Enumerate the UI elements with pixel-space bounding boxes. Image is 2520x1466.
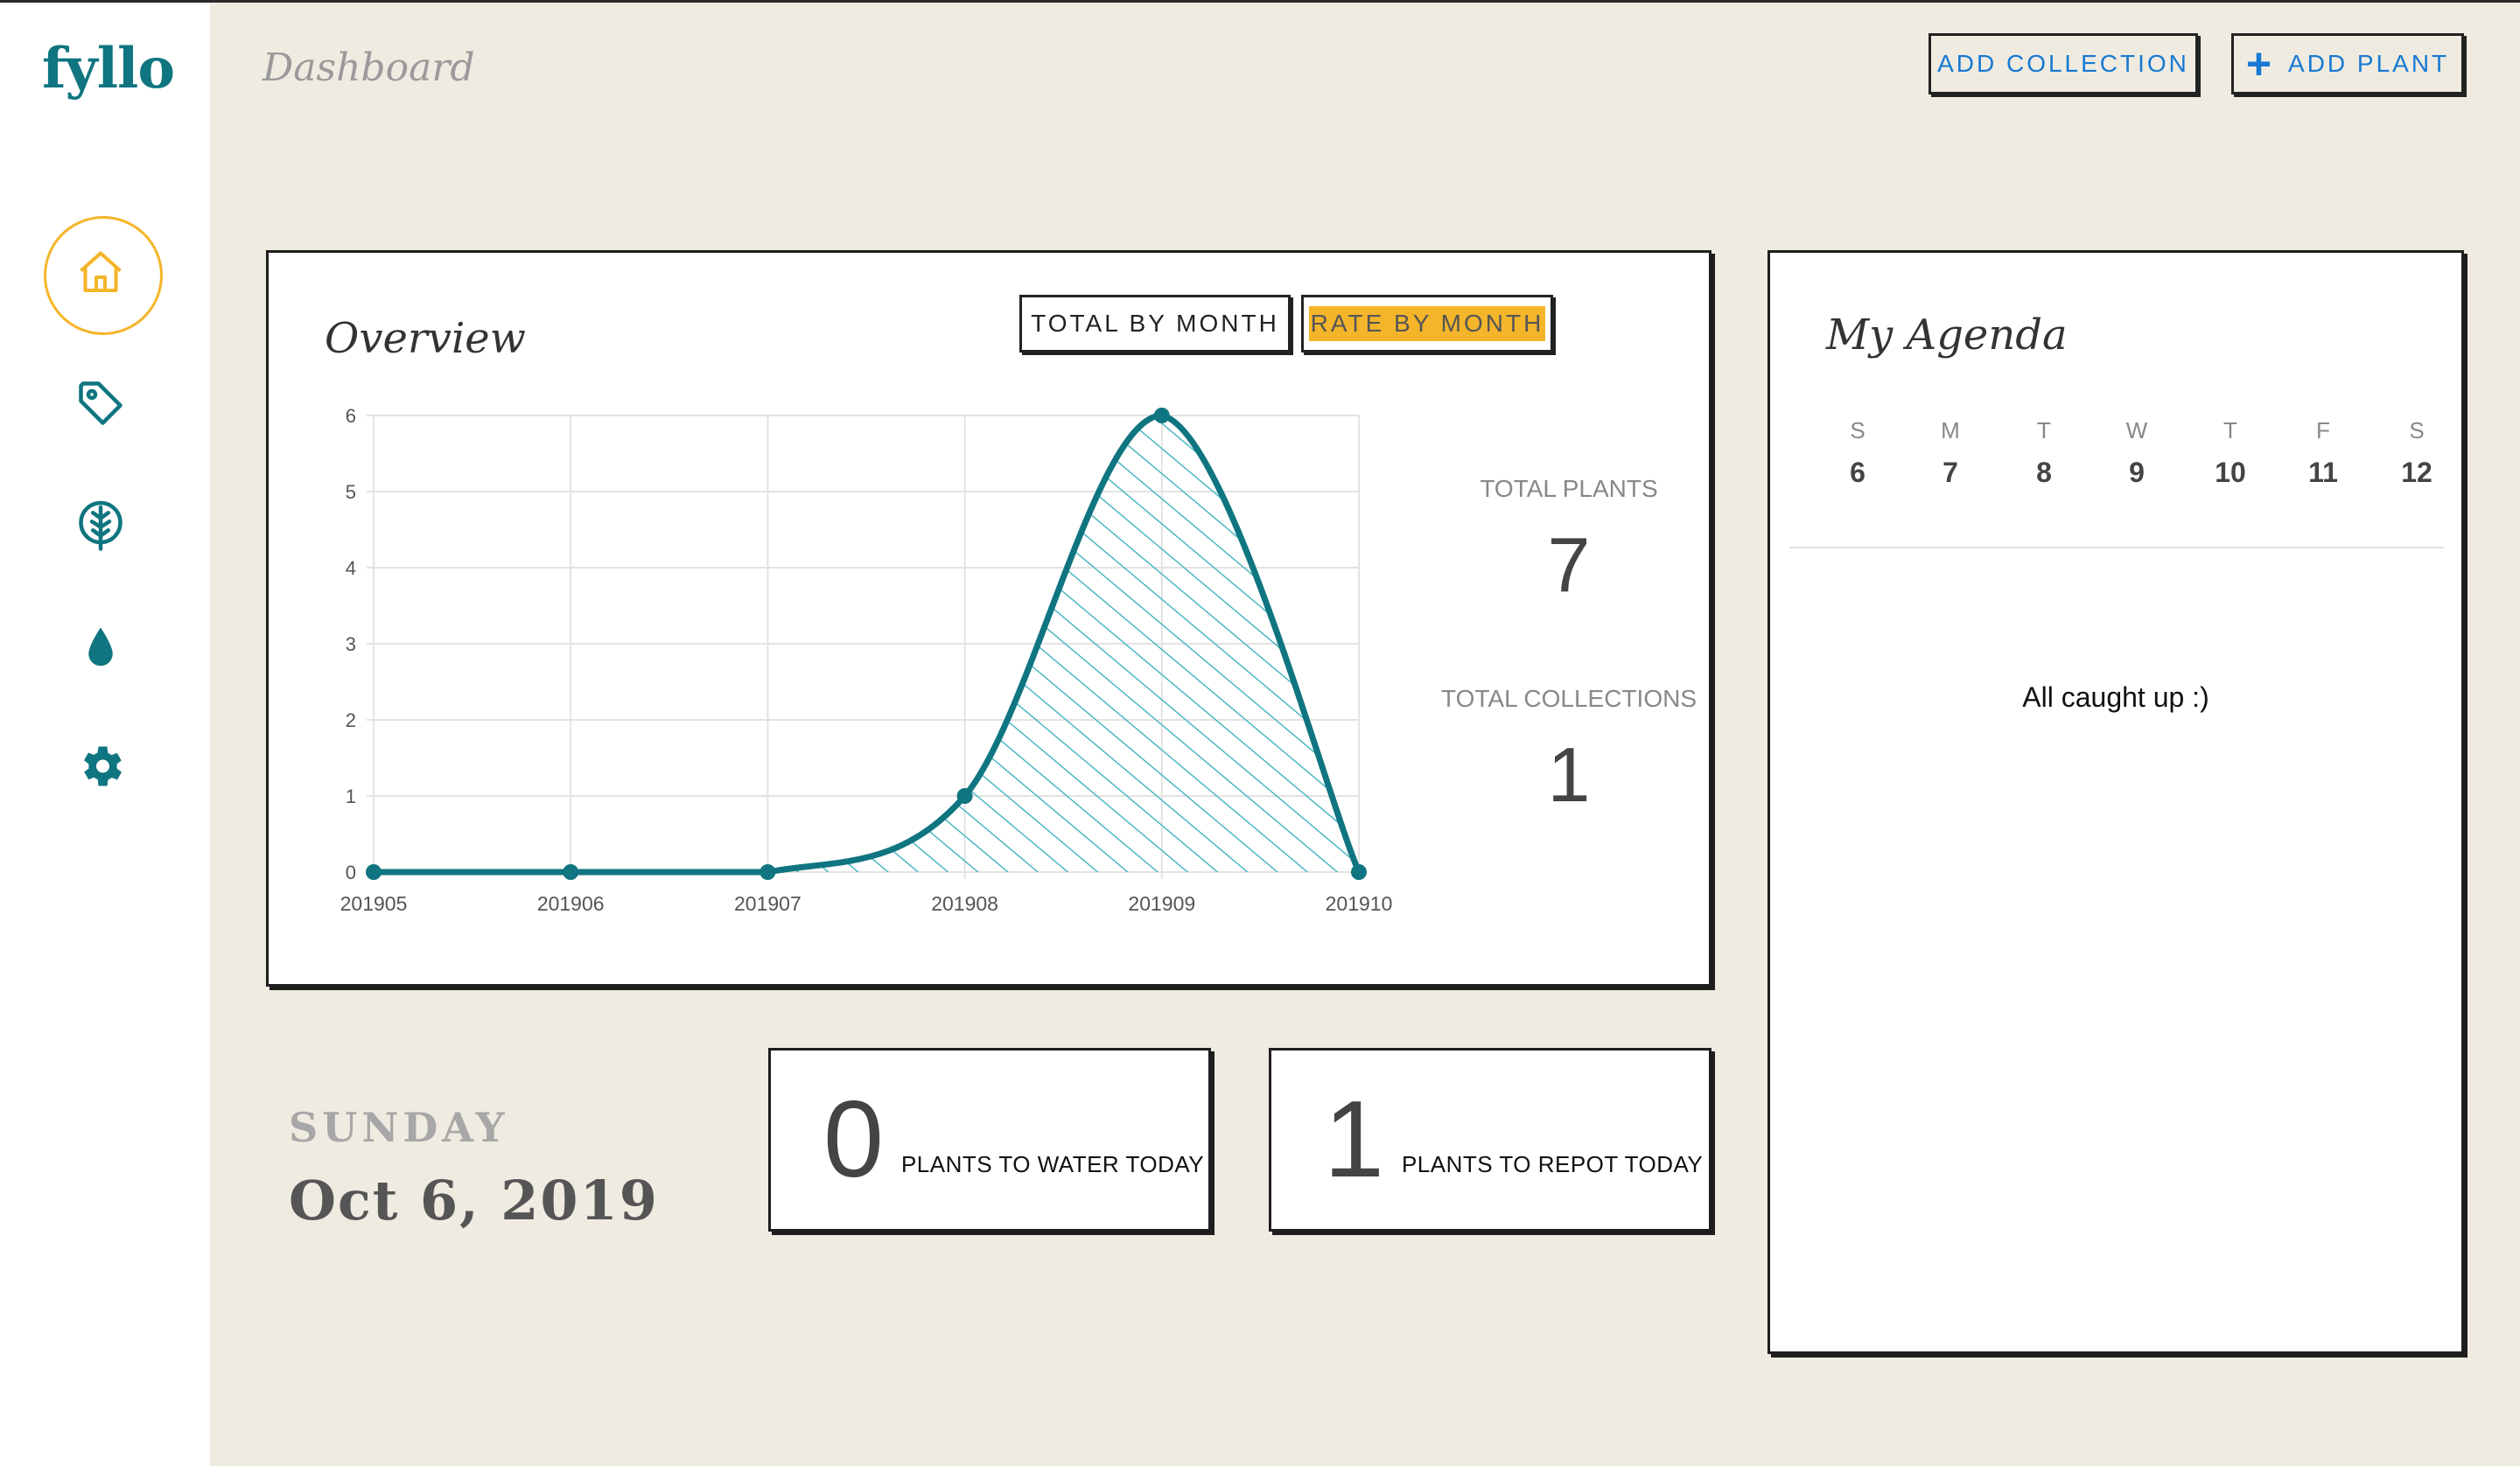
chart-point bbox=[563, 864, 579, 880]
overview-title: Overview bbox=[325, 314, 526, 363]
sidebar-item-settings[interactable] bbox=[44, 709, 158, 823]
water-today-label: PLANTS TO WATER TODAY bbox=[900, 1150, 1205, 1177]
total-plants-label: TOTAL PLANTS bbox=[1480, 475, 1658, 502]
rate-by-month-toggle[interactable]: RATE BY MONTH bbox=[1301, 295, 1553, 353]
current-weekday: SUNDAY bbox=[289, 1104, 509, 1151]
day-number: 11 bbox=[2308, 457, 2338, 488]
day-letter: S bbox=[2409, 417, 2425, 443]
sidebar: fyllo bbox=[0, 3, 210, 1466]
chart-x-tick-label: 201905 bbox=[340, 892, 408, 915]
chart-y-tick-label: 2 bbox=[346, 709, 356, 731]
total-by-month-label: TOTAL BY MONTH bbox=[1031, 310, 1279, 337]
plus-icon: + bbox=[2245, 39, 2275, 88]
chart-point bbox=[760, 864, 776, 880]
agenda-day[interactable]: T 8 bbox=[2009, 417, 2079, 489]
day-number: 12 bbox=[2401, 457, 2432, 488]
day-letter: T bbox=[2223, 417, 2237, 443]
top-border bbox=[0, 0, 2520, 3]
day-number: 8 bbox=[2036, 457, 2052, 488]
add-plant-label: ADD PLANT bbox=[2288, 50, 2450, 77]
repot-today-label: PLANTS TO REPOT TODAY bbox=[1401, 1150, 1704, 1177]
day-letter: T bbox=[2037, 417, 2051, 443]
repot-today-count: 1 bbox=[1324, 1079, 1384, 1200]
overview-card: Overview TOTAL BY MONTH RATE BY MONTH 0 1… bbox=[266, 250, 1712, 987]
chart-x-tick-label: 201906 bbox=[537, 892, 605, 915]
app-logo[interactable]: fyllo bbox=[42, 36, 175, 101]
chart-point bbox=[956, 788, 973, 804]
water-today-count: 0 bbox=[823, 1079, 884, 1200]
day-letter: S bbox=[1850, 417, 1866, 443]
chart-y-tick-label: 1 bbox=[346, 785, 356, 807]
agenda-day[interactable]: S 12 bbox=[2382, 417, 2452, 489]
day-number: 9 bbox=[2129, 457, 2145, 488]
agenda-day[interactable]: S 6 bbox=[1823, 417, 1893, 489]
chart-x-tick-label: 201908 bbox=[931, 892, 998, 915]
chart-y-tick-label: 6 bbox=[346, 405, 356, 427]
page-title: Dashboard bbox=[262, 45, 475, 90]
chart-x-tick-label: 201910 bbox=[1326, 892, 1393, 915]
rate-by-month-label: RATE BY MONTH bbox=[1308, 306, 1546, 341]
agenda-day[interactable]: M 7 bbox=[1915, 417, 1985, 489]
total-plants-value: 7 bbox=[1547, 521, 1591, 608]
water-today-card[interactable]: 0 PLANTS TO WATER TODAY bbox=[768, 1048, 1211, 1232]
add-collection-label: ADD COLLECTION bbox=[1937, 50, 2189, 77]
add-collection-button[interactable]: ADD COLLECTION bbox=[1928, 33, 2198, 94]
chart-y-tick-label: 4 bbox=[346, 557, 356, 579]
current-date: Oct 6, 2019 bbox=[289, 1169, 659, 1232]
sidebar-item-tags[interactable] bbox=[44, 346, 158, 460]
day-number: 6 bbox=[1850, 457, 1866, 488]
chart-y-tick-label: 0 bbox=[346, 862, 356, 883]
home-icon bbox=[80, 251, 122, 292]
repot-today-card[interactable]: 1 PLANTS TO REPOT TODAY bbox=[1269, 1048, 1712, 1232]
water-drop-icon bbox=[88, 627, 113, 667]
day-number: 7 bbox=[1942, 457, 1958, 488]
agenda-day[interactable]: W 9 bbox=[2102, 417, 2172, 489]
total-collections-value: 1 bbox=[1547, 731, 1591, 818]
day-letter: M bbox=[1941, 417, 1960, 443]
leaf-icon bbox=[79, 500, 122, 551]
chart-x-tick-label: 201907 bbox=[734, 892, 802, 915]
gear-icon bbox=[84, 746, 122, 786]
chart-area-fill bbox=[374, 415, 1359, 872]
total-collections-label: TOTAL COLLECTIONS bbox=[1441, 685, 1697, 712]
tag-icon bbox=[79, 381, 122, 425]
total-by-month-toggle[interactable]: TOTAL BY MONTH bbox=[1019, 295, 1291, 353]
sidebar-item-home[interactable] bbox=[44, 216, 163, 335]
chart-y-tick-label: 5 bbox=[346, 481, 356, 503]
agenda-empty-message: All caught up :) bbox=[2022, 681, 2209, 713]
overview-chart: 0 1 2 3 4 5 6 201905 201906 201907 201908 201909 20… bbox=[340, 405, 1393, 915]
agenda-card: My Agenda S 6 M 7 T 8 W 9 T 10 F 11 S 12… bbox=[1768, 250, 2464, 1354]
chart-x-tick-label: 201909 bbox=[1128, 892, 1195, 915]
agenda-title: My Agenda bbox=[1826, 311, 2068, 360]
agenda-day[interactable]: F 11 bbox=[2288, 417, 2358, 489]
add-plant-button[interactable]: + ADD PLANT bbox=[2231, 33, 2464, 94]
day-letter: W bbox=[2125, 417, 2148, 443]
agenda-divider bbox=[1789, 547, 2444, 548]
chart-point bbox=[1351, 864, 1367, 880]
chart-point bbox=[366, 864, 382, 880]
day-letter: F bbox=[2316, 417, 2330, 443]
chart-y-tick-label: 3 bbox=[346, 633, 356, 655]
sidebar-item-plants[interactable] bbox=[44, 468, 158, 582]
agenda-day[interactable]: T 10 bbox=[2195, 417, 2265, 489]
day-number: 10 bbox=[2215, 457, 2246, 488]
chart-point bbox=[1153, 408, 1170, 423]
sidebar-item-watering[interactable] bbox=[44, 590, 158, 704]
